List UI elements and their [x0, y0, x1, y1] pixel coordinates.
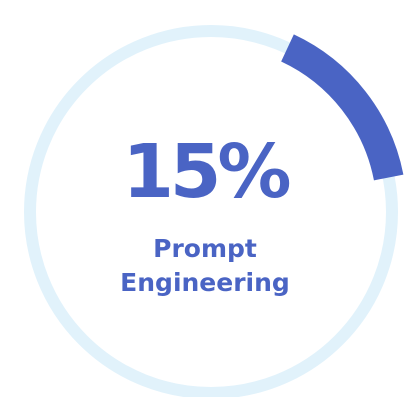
ring-progress-arc [280, 34, 404, 181]
label-line-1: Prompt [153, 234, 257, 263]
chart-label: Prompt Engineering [80, 232, 330, 300]
ring-track [24, 25, 398, 397]
percentage-value: 15% [122, 129, 291, 215]
label-line-2: Engineering [120, 268, 290, 297]
